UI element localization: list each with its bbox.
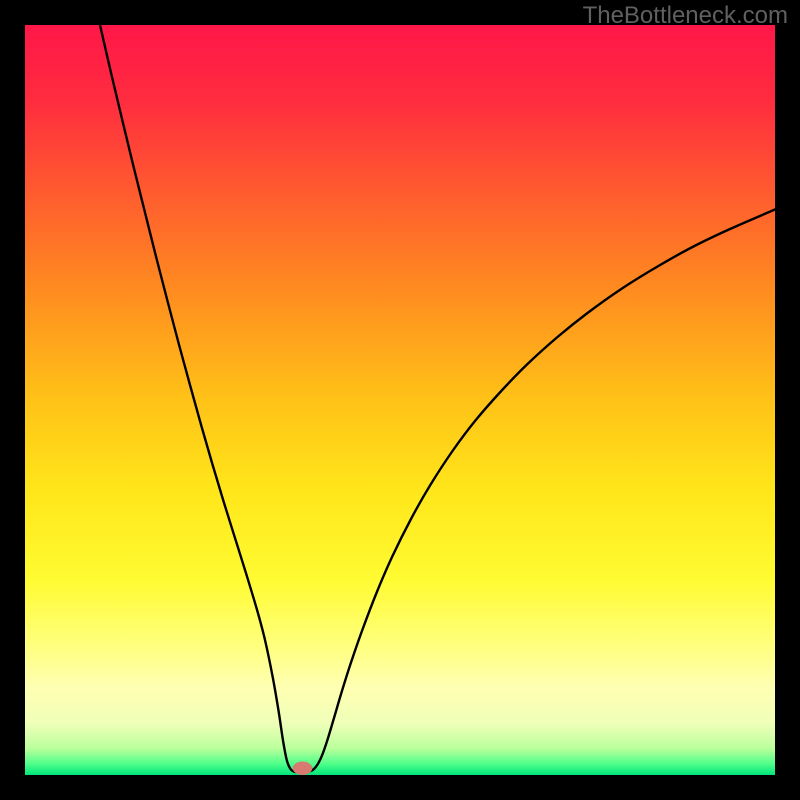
bottleneck-chart [0, 0, 800, 800]
optimum-marker [293, 762, 313, 776]
chart-stage: TheBottleneck.com [0, 0, 800, 800]
watermark-text: TheBottleneck.com [583, 2, 788, 30]
chart-background [25, 25, 775, 775]
